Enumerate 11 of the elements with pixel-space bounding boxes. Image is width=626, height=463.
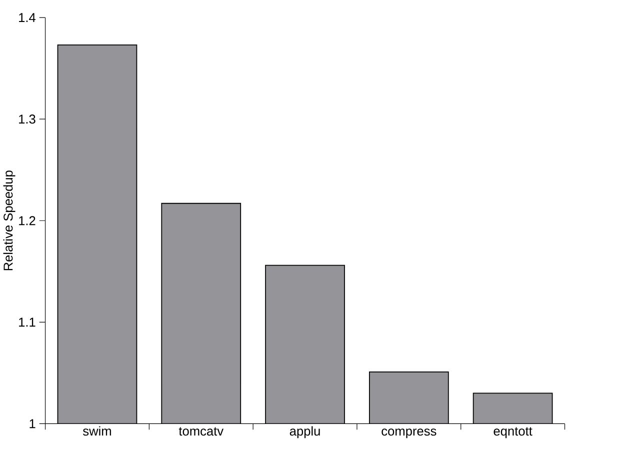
x-tick-label: applu — [290, 426, 320, 438]
y-tick-label: 1.3 — [19, 114, 36, 124]
x-tick-label: swim — [82, 426, 111, 436]
y-tick-label: 1.2 — [19, 216, 36, 225]
y-tick-label: 1.4 — [19, 13, 36, 22]
y-axis-title: Relative Speedup — [3, 170, 16, 270]
x-tick-label: tomcatv — [178, 427, 224, 436]
x-tick-label: eqntott — [494, 427, 532, 438]
x-tick-label: compress — [382, 428, 436, 438]
y-tick-label: 1 — [30, 419, 36, 428]
y-tick-label: 1.1 — [19, 318, 36, 326]
